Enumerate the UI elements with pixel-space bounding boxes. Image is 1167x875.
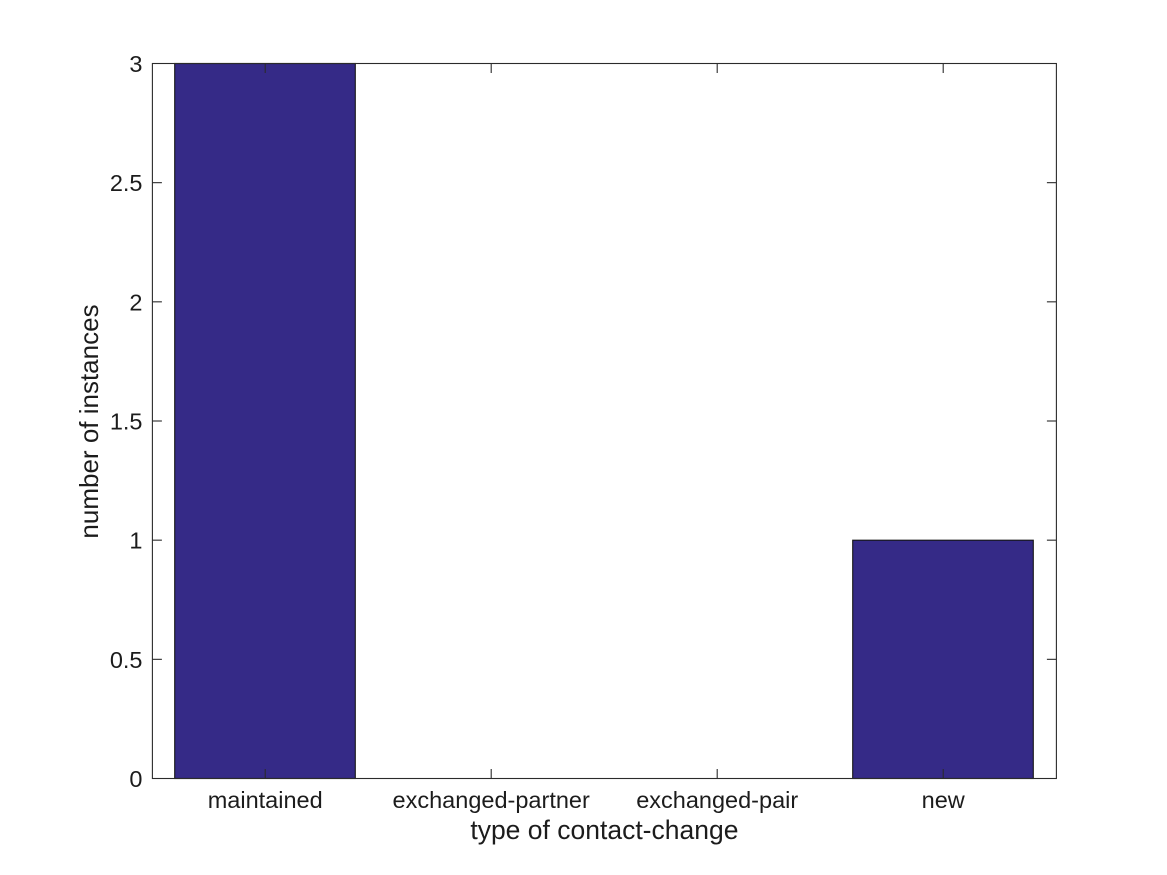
svg-text:0: 0	[129, 766, 142, 792]
svg-text:exchanged-pair: exchanged-pair	[636, 787, 798, 813]
svg-text:number of instances: number of instances	[74, 304, 104, 538]
svg-text:2.5: 2.5	[110, 170, 143, 196]
svg-text:maintained: maintained	[208, 787, 323, 813]
svg-text:type of contact-change: type of contact-change	[470, 815, 738, 845]
svg-text:2: 2	[129, 289, 142, 315]
svg-text:1.5: 1.5	[110, 409, 143, 435]
svg-text:0.5: 0.5	[110, 647, 143, 673]
svg-text:1: 1	[129, 528, 142, 554]
svg-text:exchanged-partner: exchanged-partner	[393, 787, 590, 813]
svg-text:3: 3	[129, 51, 142, 77]
svg-text:new: new	[922, 787, 966, 813]
